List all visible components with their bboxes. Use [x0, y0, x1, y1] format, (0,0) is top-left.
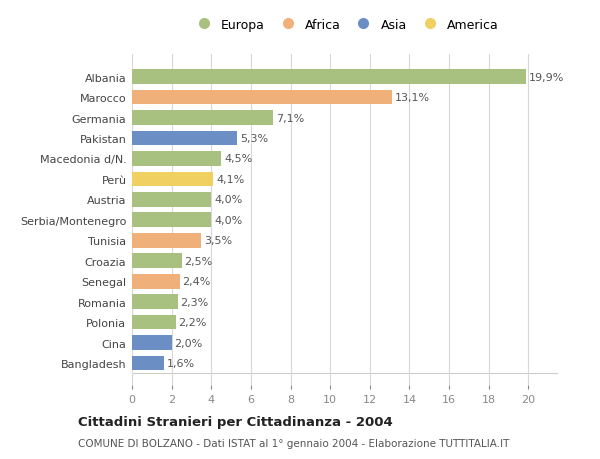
Bar: [132, 274, 179, 289]
Text: 2,4%: 2,4%: [182, 277, 211, 286]
Text: Cittadini Stranieri per Cittadinanza - 2004: Cittadini Stranieri per Cittadinanza - 2…: [78, 415, 393, 428]
Text: 2,5%: 2,5%: [185, 256, 213, 266]
Text: 2,2%: 2,2%: [179, 317, 207, 327]
Text: COMUNE DI BOLZANO - Dati ISTAT al 1° gennaio 2004 - Elaborazione TUTTITALIA.IT: COMUNE DI BOLZANO - Dati ISTAT al 1° gen…: [78, 438, 509, 448]
Bar: [132, 254, 182, 269]
Bar: [132, 233, 202, 248]
Text: 5,3%: 5,3%: [240, 134, 268, 144]
Bar: [132, 172, 213, 187]
Bar: [132, 70, 526, 85]
Text: 19,9%: 19,9%: [529, 73, 565, 83]
Bar: [132, 131, 237, 146]
Bar: [132, 152, 221, 167]
Text: 2,3%: 2,3%: [181, 297, 209, 307]
Text: 4,1%: 4,1%: [216, 174, 244, 185]
Bar: [132, 193, 211, 207]
Bar: [132, 336, 172, 350]
Text: 2,0%: 2,0%: [175, 338, 203, 348]
Legend: Europa, Africa, Asia, America: Europa, Africa, Asia, America: [187, 15, 503, 35]
Text: 1,6%: 1,6%: [167, 358, 195, 368]
Text: 13,1%: 13,1%: [395, 93, 430, 103]
Bar: [132, 111, 272, 126]
Bar: [132, 213, 211, 228]
Text: 7,1%: 7,1%: [275, 113, 304, 123]
Text: 4,0%: 4,0%: [214, 215, 242, 225]
Bar: [132, 356, 164, 370]
Text: 4,0%: 4,0%: [214, 195, 242, 205]
Bar: [132, 295, 178, 309]
Text: 3,5%: 3,5%: [205, 236, 232, 246]
Text: 4,5%: 4,5%: [224, 154, 253, 164]
Bar: [132, 315, 176, 330]
Bar: [132, 90, 392, 105]
